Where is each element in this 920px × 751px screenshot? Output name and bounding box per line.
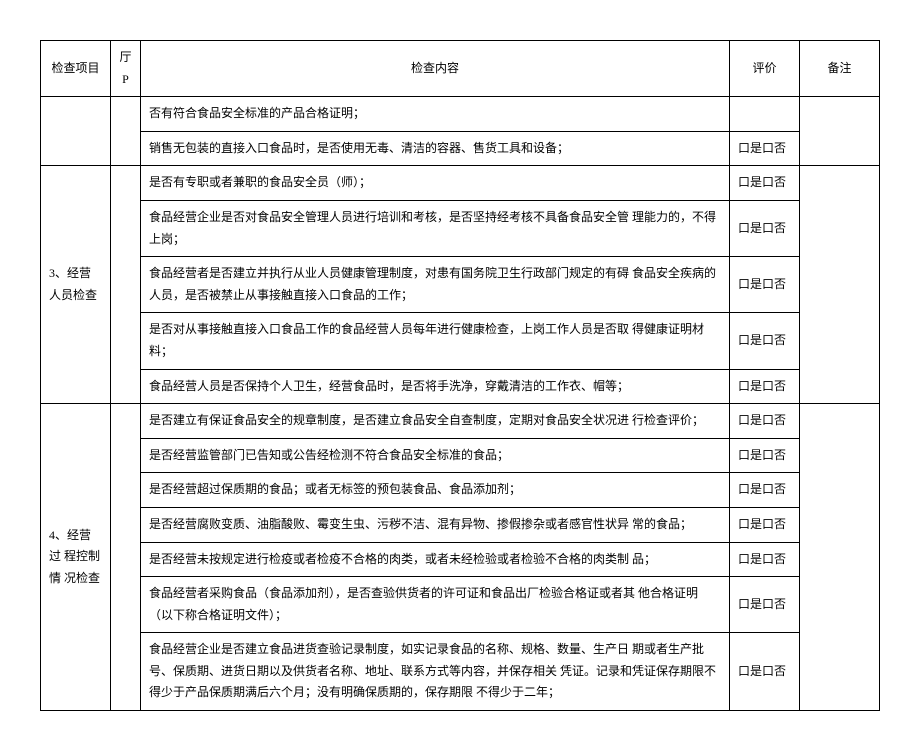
cell-eval <box>730 97 800 132</box>
row-s3-4: 食品经营者是否建立并执行从业人员健康管理制度，对患有国务院卫生行政部门规定的有碍… <box>41 257 880 313</box>
cell-eval: 口是口否 <box>730 542 800 577</box>
row-s3-3: 食品经营企业是否对食品安全管理人员进行培训和考核，是否坚持经考核不具备食品安全管… <box>41 200 880 256</box>
header-note: 备注 <box>800 41 880 97</box>
cell-eval: 口是口否 <box>730 313 800 369</box>
cell-content: 是否建立有保证食品安全的规章制度，是否建立食品安全自查制度，定期对食品安全状况进… <box>141 404 730 439</box>
header-row: 检查项目 厅P 检查内容 评价 备注 <box>41 41 880 97</box>
header-p: 厅P <box>111 41 141 97</box>
header-eval: 评价 <box>730 41 800 97</box>
cell-eval: 口是口否 <box>730 369 800 404</box>
cell-eval: 口是口否 <box>730 507 800 542</box>
row-s4-1: 是否经营监管部门已告知或公告经检测不符合食品安全标准的食品； 口是口否 <box>41 438 880 473</box>
header-content: 检查内容 <box>141 41 730 97</box>
cell-empty-item <box>41 97 111 166</box>
cell-empty-p <box>111 97 141 166</box>
cell-eval: 口是口否 <box>730 438 800 473</box>
row-s3-1: 销售无包装的直接入口食品时，是否使用无毒、清洁的容器、售货工具和设备； 口是口否 <box>41 131 880 166</box>
row-s4-4: 是否经营未按规定进行检疫或者检疫不合格的肉类，或者未经检验或者检验不合格的肉类制… <box>41 542 880 577</box>
row-s4-5: 食品经营者采购食品（食品添加剂），是否查验供货者的许可证和食品出厂检验合格证或者… <box>41 577 880 633</box>
cell-note <box>800 97 880 166</box>
inspection-table: 检查项目 厅P 检查内容 评价 备注 否有符合食品安全标准的产品合格证明； 销售… <box>40 40 880 711</box>
cell-content: 是否经营未按规定进行检疫或者检疫不合格的肉类，或者未经检验或者检验不合格的肉类制… <box>141 542 730 577</box>
cell-eval: 口是口否 <box>730 200 800 256</box>
cell-eval: 口是口否 <box>730 257 800 313</box>
row-s4-3: 是否经营腐败变质、油脂酸败、霉变生虫、污秽不洁、混有异物、掺假掺杂或者感官性状异… <box>41 507 880 542</box>
cell-eval: 口是口否 <box>730 166 800 201</box>
cell-content: 食品经营者采购食品（食品添加剂），是否查验供货者的许可证和食品出厂检验合格证或者… <box>141 577 730 633</box>
row-s4-0: 4、经营过 程控制情 况检查 是否建立有保证食品安全的规章制度，是否建立食品安全… <box>41 404 880 439</box>
cell-eval: 口是口否 <box>730 577 800 633</box>
cell-content: 食品经营人员是否保持个人卫生，经营食品时，是否将手洗净，穿戴清洁的工作衣、帽等； <box>141 369 730 404</box>
cell-eval: 口是口否 <box>730 404 800 439</box>
cell-content: 是否经营超过保质期的食品；或者无标签的预包装食品、食品添加剂； <box>141 473 730 508</box>
cell-content: 销售无包装的直接入口食品时，是否使用无毒、清洁的容器、售货工具和设备； <box>141 131 730 166</box>
row-s3-2: 3、经营人员检查 是否有专职或者兼职的食品安全员（师）； 口是口否 <box>41 166 880 201</box>
cell-content: 是否经营监管部门已告知或公告经检测不符合食品安全标准的食品； <box>141 438 730 473</box>
cell-eval: 口是口否 <box>730 633 800 711</box>
row-s3-6: 食品经营人员是否保持个人卫生，经营食品时，是否将手洗净，穿戴清洁的工作衣、帽等；… <box>41 369 880 404</box>
section3-title: 3、经营人员检查 <box>41 166 111 404</box>
cell-content: 食品经营企业是否建立食品进货查验记录制度，如实记录食品的名称、规格、数量、生产日… <box>141 633 730 711</box>
cell-eval: 口是口否 <box>730 473 800 508</box>
cell-note <box>800 404 880 711</box>
row-s4-2: 是否经营超过保质期的食品；或者无标签的预包装食品、食品添加剂； 口是口否 <box>41 473 880 508</box>
cell-content: 食品经营企业是否对食品安全管理人员进行培训和考核，是否坚持经考核不具备食品安全管… <box>141 200 730 256</box>
cell-empty-p <box>111 166 141 404</box>
cell-content: 是否有专职或者兼职的食品安全员（师）； <box>141 166 730 201</box>
cell-content: 是否经营腐败变质、油脂酸败、霉变生虫、污秽不洁、混有异物、掺假掺杂或者感官性状异… <box>141 507 730 542</box>
row-s4-6: 食品经营企业是否建立食品进货查验记录制度，如实记录食品的名称、规格、数量、生产日… <box>41 633 880 711</box>
cell-note <box>800 166 880 404</box>
section4-title: 4、经营过 程控制情 况检查 <box>41 404 111 711</box>
cell-content: 是否对从事接触直接入口食品工作的食品经营人员每年进行健康检查，上岗工作人员是否取… <box>141 313 730 369</box>
cell-content: 食品经营者是否建立并执行从业人员健康管理制度，对患有国务院卫生行政部门规定的有碍… <box>141 257 730 313</box>
row-s3-5: 是否对从事接触直接入口食品工作的食品经营人员每年进行健康检查，上岗工作人员是否取… <box>41 313 880 369</box>
header-item: 检查项目 <box>41 41 111 97</box>
cell-eval: 口是口否 <box>730 131 800 166</box>
cell-empty-p <box>111 404 141 711</box>
row-s3-0: 否有符合食品安全标准的产品合格证明； <box>41 97 880 132</box>
cell-content: 否有符合食品安全标准的产品合格证明； <box>141 97 730 132</box>
